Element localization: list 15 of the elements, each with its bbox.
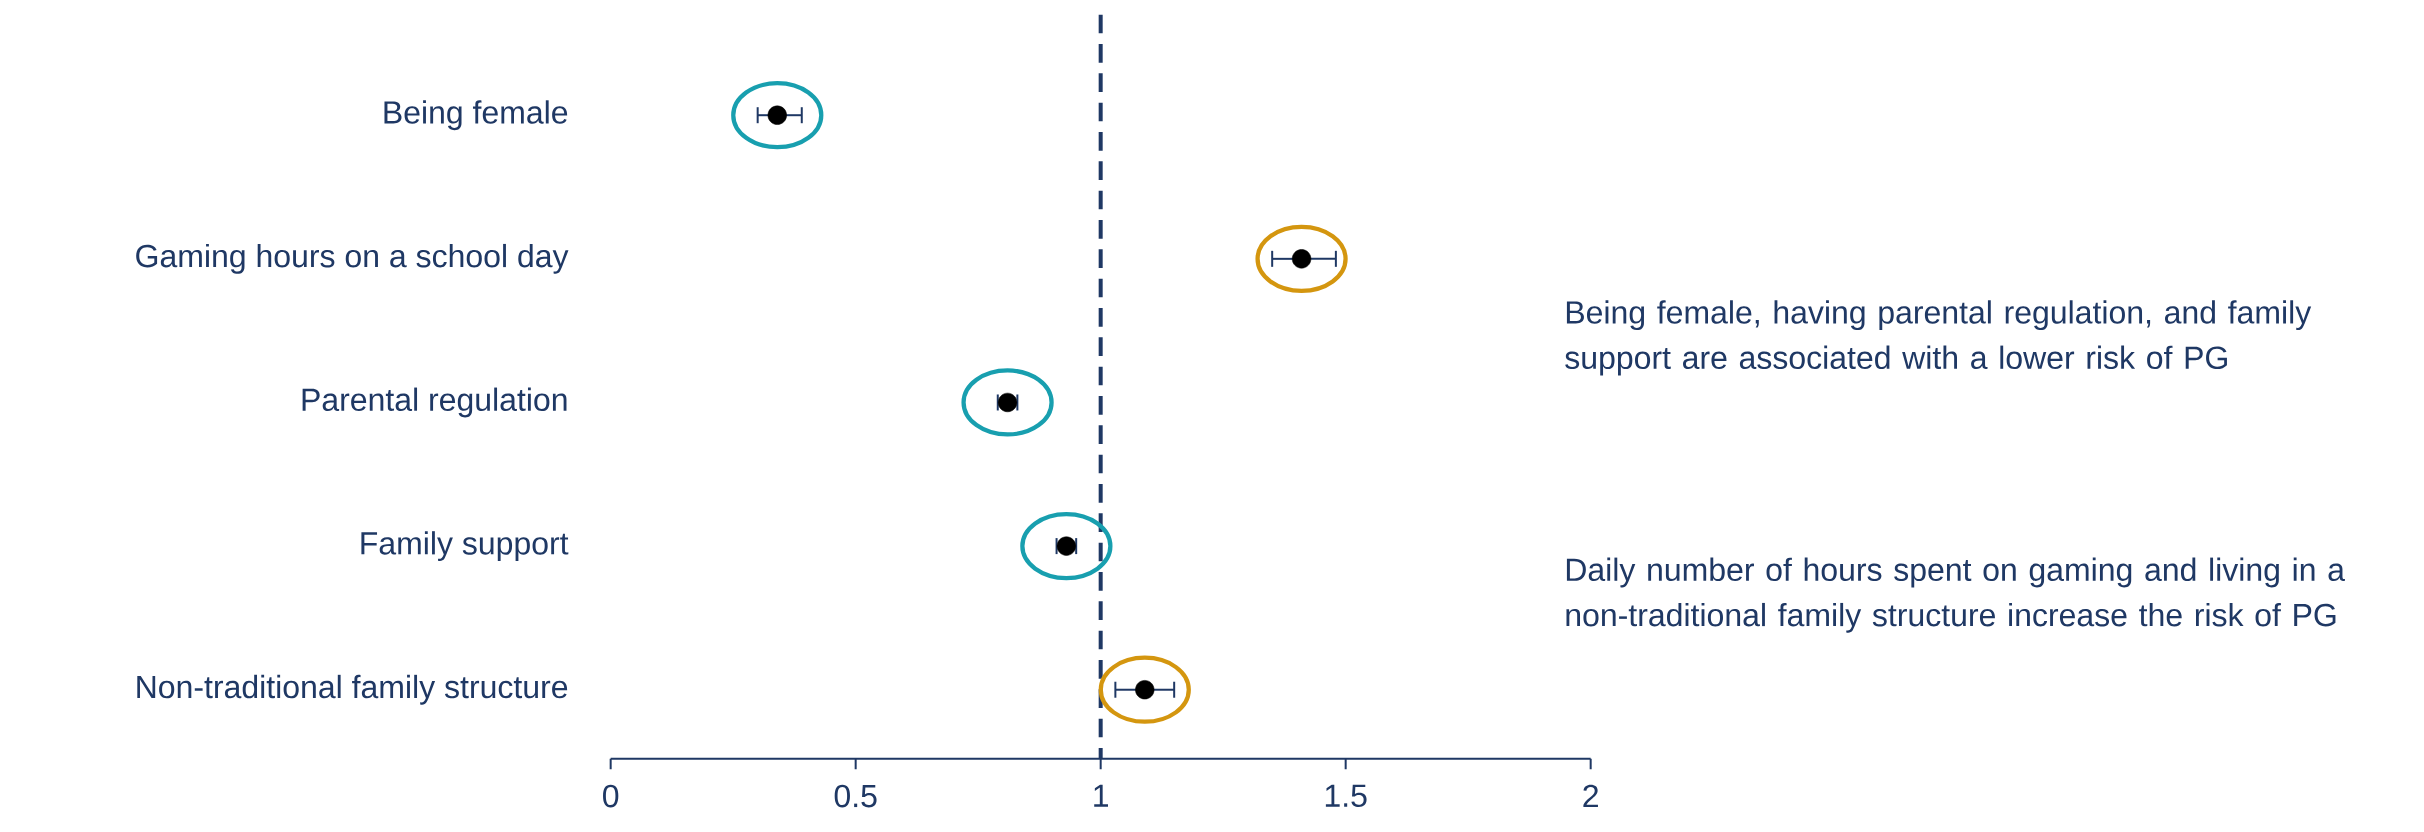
x-tick-label: 1.5 [1325, 784, 1367, 808]
x-tick-label: 0.5 [834, 784, 877, 808]
x-tick-label: 2 [1583, 784, 1598, 808]
annotation: Being female, having parental regulation, and family support are associated with a lower risk of PG [1565, 300, 2312, 376]
y-tick-label: Family support [361, 531, 569, 562]
x-tick-label: 1 [1094, 784, 1108, 807]
y-tick-label: Gaming hours on a school day [136, 243, 569, 274]
y-tick-label: Non-traditional family structure [137, 674, 568, 705]
x-tick-label: 0 [603, 784, 619, 808]
annotation: Daily number of hours spent on gaming and living in a non-traditional family structure increase the risk of PG [1566, 557, 2345, 633]
point [1291, 249, 1312, 269]
y-tick-label: Being female [384, 100, 568, 131]
y-tick-label: Parental regulation [302, 387, 567, 418]
point [1135, 680, 1155, 700]
point [767, 105, 787, 125]
